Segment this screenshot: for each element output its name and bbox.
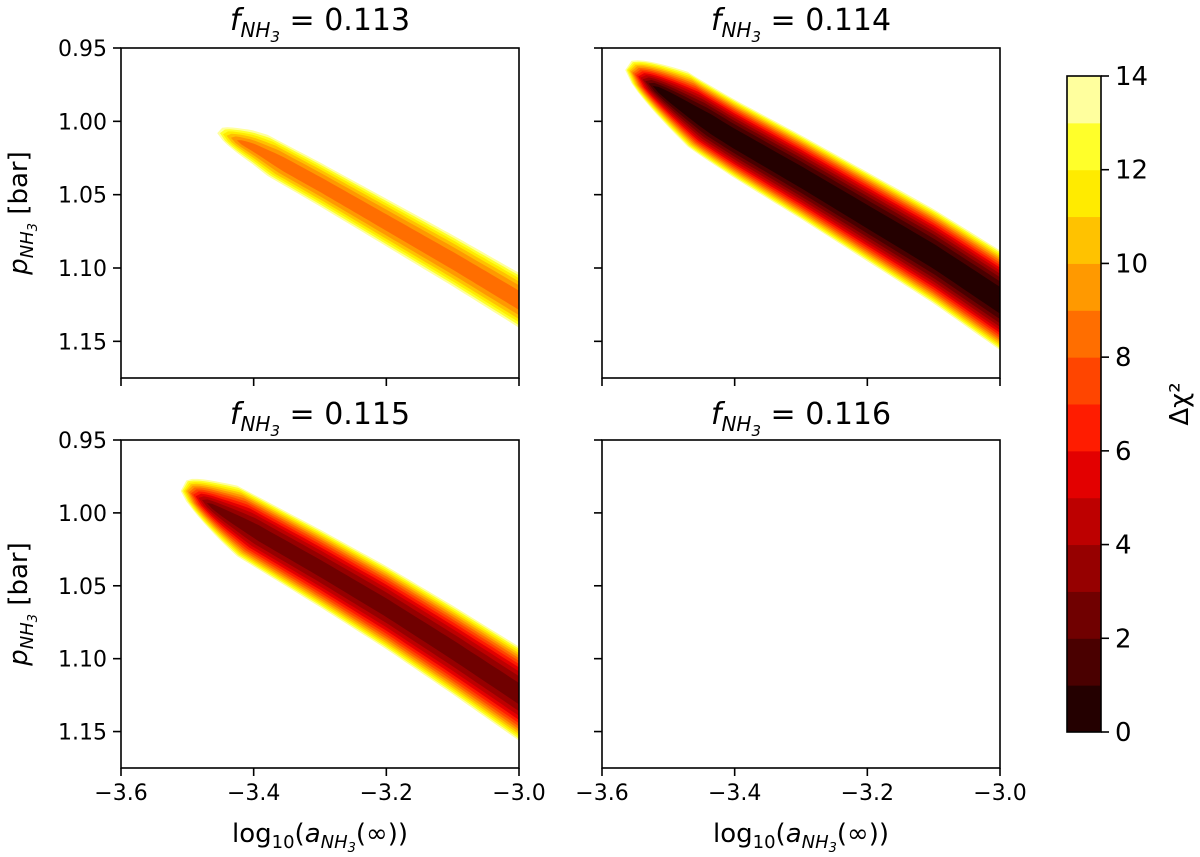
colorbar-tick-label: 2 [1115, 624, 1132, 654]
panel-0-yaxis: 0.95 1.00 1.05 1.10 1.15 [58, 37, 121, 355]
y-tick-label: 0.95 [58, 37, 107, 62]
y-tick-label: 1.10 [58, 257, 107, 282]
colorbar-tick-label: 14 [1115, 62, 1148, 92]
panel-0-title: fNH3 = 0.113 [230, 3, 410, 46]
colorbar-band [1067, 404, 1101, 452]
y-tick-label: 1.15 [58, 721, 107, 746]
panel-0-contours [217, 127, 519, 328]
panel-1-yaxis [594, 47, 602, 343]
x-axis-label-right: log10(aNH3(∞)) [713, 819, 889, 856]
panel-1: fNH3 = 0.114 [594, 3, 1001, 386]
colorbar: 0 2 4 6 8 10 12 14 Δχ² [1066, 62, 1195, 748]
colorbar-band [1067, 544, 1101, 592]
colorbar-band [1067, 310, 1101, 358]
colorbar-band [1067, 263, 1101, 311]
y-tick-label: 1.05 [58, 184, 107, 209]
colorbar-ticks: 0 2 4 6 8 10 12 14 [1101, 62, 1148, 748]
x-tick-label: −3.6 [94, 781, 147, 806]
x-tick-label: −3.6 [575, 781, 628, 806]
panel-1-xaxis [601, 378, 1001, 386]
y-axis-label-top: pNH3 [bar] [4, 151, 41, 275]
colorbar-band [1067, 450, 1101, 499]
panel-3: fNH3 = 0.116 −3.6 −3.4 −3.2 −3.0 [575, 397, 1026, 806]
colorbar-tick-label: 8 [1115, 343, 1132, 373]
colorbar-tick-label: 6 [1115, 437, 1132, 467]
y-axis-label-bottom: pNH3 [bar] [4, 542, 41, 666]
panel-2-contours [180, 478, 519, 741]
panel-2-title: fNH3 = 0.115 [230, 397, 410, 440]
colorbar-band [1067, 357, 1101, 405]
y-tick-label: 1.05 [58, 575, 107, 600]
colorbar-label: Δχ² [1165, 382, 1195, 425]
x-tick-label: −3.4 [227, 781, 280, 806]
colorbar-tick-label: 10 [1115, 249, 1148, 279]
colorbar-band [1067, 591, 1101, 639]
x-tick-label: −3.2 [841, 781, 894, 806]
panel-2-frame [120, 439, 520, 769]
colorbar-band [1067, 122, 1101, 171]
panel-3-frame [601, 439, 1001, 769]
panel-2: fNH3 = 0.115 0.951.001.051.101.15 −3.6 −3… [58, 397, 546, 806]
panel-3-title: fNH3 = 0.116 [711, 397, 891, 440]
y-tick-label: 1.00 [58, 502, 107, 527]
panel-1-title: fNH3 = 0.114 [711, 3, 891, 46]
x-tick-label: −3.4 [708, 781, 761, 806]
y-tick-label: 1.10 [58, 648, 107, 673]
panel-3-yaxis [594, 439, 602, 733]
contour-level-9 [236, 140, 519, 310]
colorbar-frame [1066, 75, 1102, 733]
panel-1-frame [601, 47, 1001, 379]
colorbar-band [1067, 638, 1101, 686]
panel-0-frame [120, 47, 520, 379]
panel-2-yaxis: 0.95 1.00 1.05 1.10 1.15 [58, 429, 121, 746]
y-tick-label: 0.95 [58, 429, 107, 454]
colorbar-band [1067, 497, 1101, 546]
panel-0: fNH3 = 0.113 0.95 1.00 1.05 1.10 1.15 [58, 3, 520, 386]
contour-level-1 [652, 86, 1000, 314]
contour-level-3 [206, 503, 519, 705]
colorbar-bands [1067, 76, 1101, 733]
colorbar-band [1067, 169, 1101, 218]
y-tick-label: 1.00 [58, 110, 107, 135]
x-tick-label: −3.2 [360, 781, 413, 806]
x-tick-label: −3.0 [973, 781, 1026, 806]
colorbar-tick-label: 4 [1115, 531, 1132, 561]
panel-0-xaxis [120, 378, 520, 386]
colorbar-band [1067, 685, 1101, 733]
colorbar-band [1067, 216, 1101, 264]
x-tick-label: −3.0 [492, 781, 545, 806]
panel-1-contours [625, 60, 1000, 351]
panel-2-xaxis: −3.6 −3.4 −3.2 −3.0 [94, 768, 546, 806]
colorbar-tick-label: 0 [1115, 718, 1132, 748]
y-tick-label: 1.15 [58, 330, 107, 355]
colorbar-band [1067, 76, 1101, 124]
x-axis-label-left: log10(aNH3(∞)) [232, 819, 408, 856]
colorbar-tick-label: 12 [1115, 156, 1148, 186]
panel-3-xaxis: −3.6 −3.4 −3.2 −3.0 [575, 768, 1027, 806]
